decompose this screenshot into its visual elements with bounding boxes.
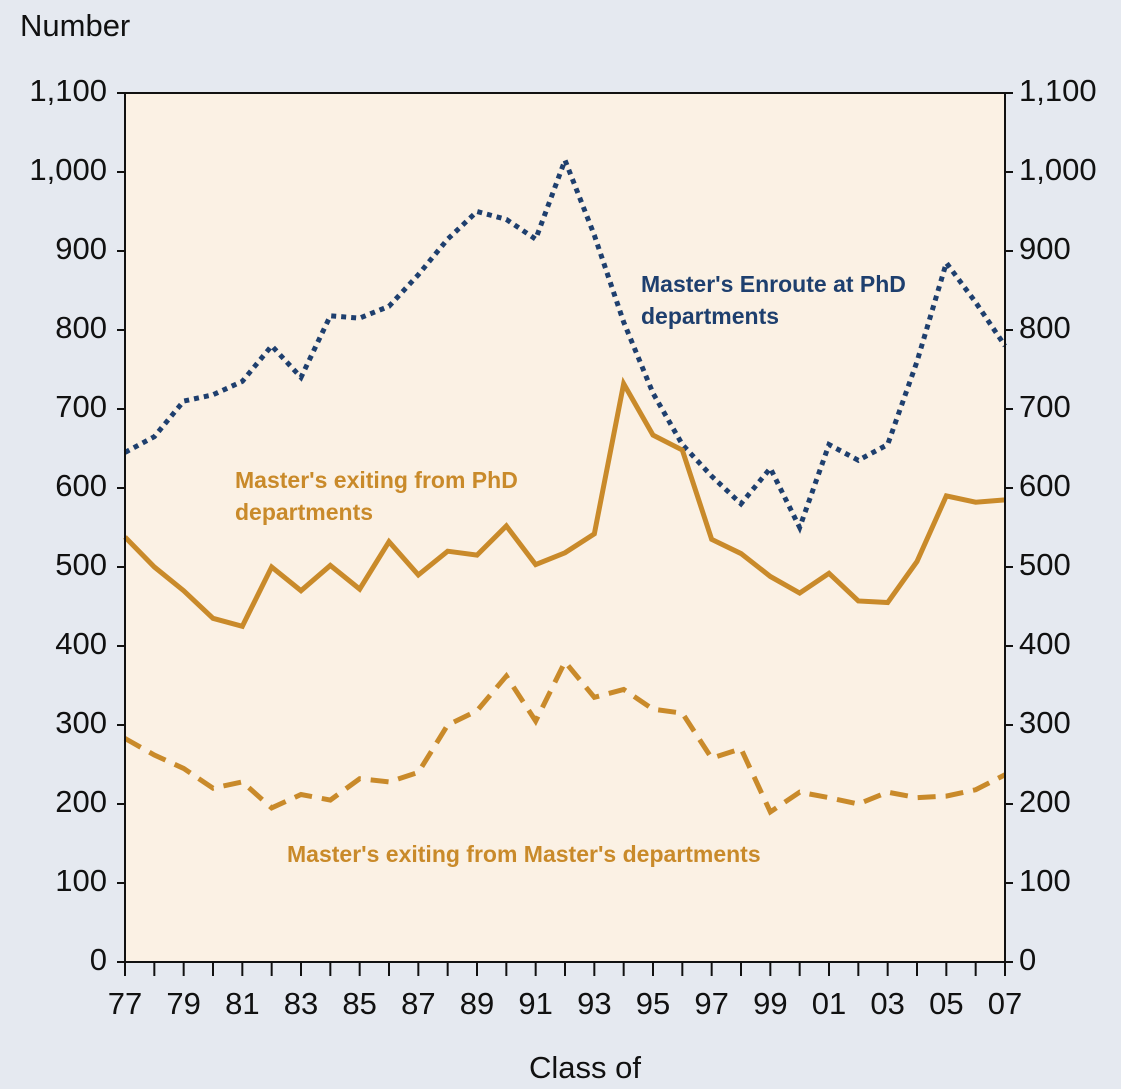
plot-area	[125, 93, 1005, 962]
x-tick-label: 05	[929, 986, 963, 1021]
x-tick-label: 77	[108, 986, 142, 1021]
y-tick-label: 300	[55, 705, 107, 740]
x-tick-label: 85	[342, 986, 376, 1021]
x-tick-label: 91	[518, 986, 552, 1021]
y-tick-label: 1,000	[29, 152, 107, 187]
series-label: Master's Enroute at PhD departments	[641, 271, 906, 329]
y2-tick-label: 700	[1019, 389, 1071, 424]
x-tick-label: 89	[460, 986, 494, 1021]
y-tick-label: 1,100	[29, 73, 107, 108]
series-line	[123, 376, 1006, 630]
y2-tick-label: 500	[1019, 547, 1071, 582]
y2-tick-label: 400	[1019, 626, 1071, 661]
x-tick-label: 93	[577, 986, 611, 1021]
y-tick-label: 700	[55, 389, 107, 424]
x-tick-label: 79	[166, 986, 200, 1021]
y2-tick-label: 100	[1019, 863, 1071, 898]
series-label: Master's exiting from Master's departmen…	[287, 841, 761, 867]
x-tick-label: 07	[988, 986, 1022, 1021]
y2-tick-label: 1,100	[1019, 73, 1097, 108]
plot-border	[124, 92, 1006, 963]
y-tick-label: 500	[55, 547, 107, 582]
series-line	[123, 657, 1007, 816]
x-tick-label: 81	[225, 986, 259, 1021]
x-tick-label: 95	[636, 986, 670, 1021]
y2-tick-label: 900	[1019, 231, 1071, 266]
x-tick-label: 01	[812, 986, 846, 1021]
y2-tick-label: 200	[1019, 784, 1071, 819]
y2-tick-label: 0	[1019, 942, 1036, 977]
x-tick-label: 97	[694, 986, 728, 1021]
y2-tick-label: 600	[1019, 468, 1071, 503]
y2-tick-label: 1,000	[1019, 152, 1097, 187]
x-axis-label: Class of	[529, 1050, 641, 1085]
y-tick-label: 900	[55, 231, 107, 266]
y2-tick-label: 300	[1019, 705, 1071, 740]
series-line	[123, 153, 1008, 534]
y-tick-label: 100	[55, 863, 107, 898]
x-tick-label: 83	[284, 986, 318, 1021]
y2-tick-label: 800	[1019, 310, 1071, 345]
x-tick-label: 87	[401, 986, 435, 1021]
y-tick-label: 600	[55, 468, 107, 503]
y-axis-label: Number	[20, 8, 130, 43]
y-tick-label: 200	[55, 784, 107, 819]
y-tick-label: 400	[55, 626, 107, 661]
y-tick-label: 0	[90, 942, 107, 977]
y-tick-label: 800	[55, 310, 107, 345]
series-label: Master's exiting from PhD departments	[235, 467, 518, 525]
x-tick-label: 99	[753, 986, 787, 1021]
x-tick-label: 03	[870, 986, 904, 1021]
